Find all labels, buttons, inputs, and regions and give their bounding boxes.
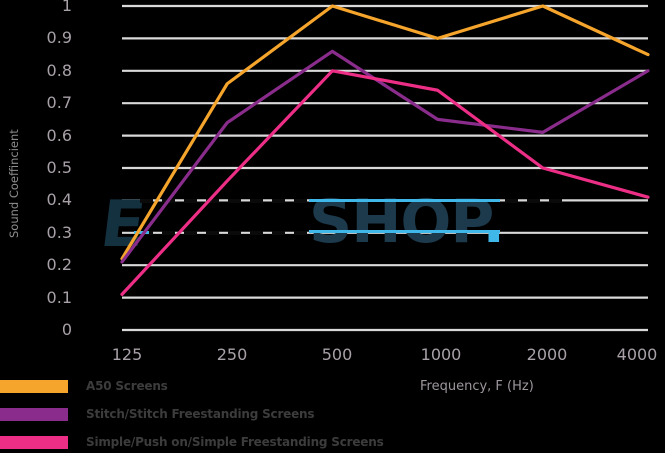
x-tick-label: 500 [321,345,353,364]
x-tick-label: 2000 [526,345,568,364]
legend-swatch-simple [0,435,68,449]
y-tick-label: 0.4 [46,190,72,210]
y-tick-label: 0.1 [46,287,72,307]
legend-label: Simple/Push on/Simple Freestanding Scree… [86,435,384,449]
x-axis-title: Frequency, F (Hz) [420,379,534,394]
y-tick-label: 0.8 [46,60,72,80]
y-tick-label: 0.3 [46,222,72,242]
x-tick-label: 250 [216,345,248,364]
y-tick-label: 0.9 [46,28,72,48]
legend-item-stitch: Stitch/Stitch Freestanding Screens [0,407,315,421]
legend-swatch-stitch [0,407,68,421]
legend-label: Stitch/Stitch Freestanding Screens [86,407,315,421]
y-tick-label: 0.5 [46,158,72,177]
legend-label: A50 Screens [86,379,168,393]
y-tick-label: 0 [61,320,72,339]
legend-item-simple: Simple/Push on/Simple Freestanding Scree… [0,435,384,449]
y-tick-label: 0.7 [46,93,72,113]
x-tick-label: 1000 [420,345,462,364]
y-tick-label: 0.6 [46,125,72,145]
x-tick-label: 4000 [616,345,658,364]
legend-item-a50: A50 Screens [0,379,168,393]
legend-swatch-a50 [0,379,68,393]
y-tick-label: 0.2 [46,255,72,275]
x-tick-label: 125 [111,345,143,364]
y-tick-label: 1 [61,0,72,15]
